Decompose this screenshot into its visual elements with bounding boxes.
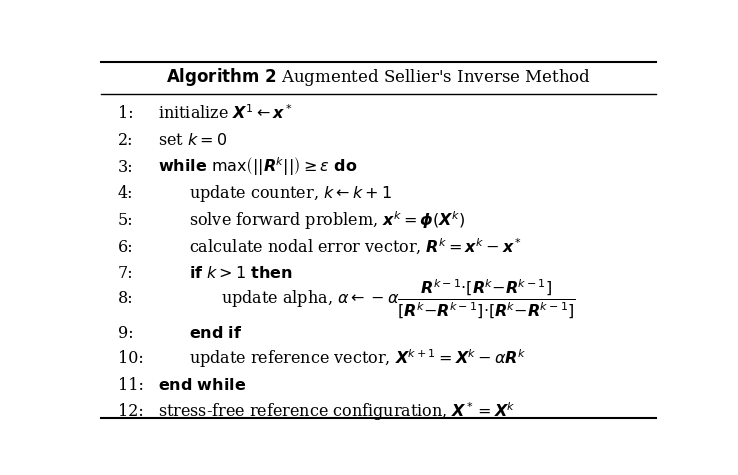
Text: update alpha, $\alpha \leftarrow -\alpha\dfrac{\boldsymbol{R}^{k-1}{\cdot}[\bold: update alpha, $\alpha \leftarrow -\alpha… bbox=[221, 277, 576, 320]
Text: 2:: 2: bbox=[118, 132, 134, 149]
Text: stress-free reference configuration, $\boldsymbol{X}^* = \boldsymbol{X}^k$: stress-free reference configuration, $\b… bbox=[158, 400, 516, 423]
Text: 8:: 8: bbox=[118, 290, 134, 307]
Text: 10:: 10: bbox=[118, 350, 144, 367]
Text: 1:: 1: bbox=[118, 105, 134, 122]
Text: initialize $\boldsymbol{X}^1 \leftarrow \boldsymbol{x}^*$: initialize $\boldsymbol{X}^1 \leftarrow … bbox=[158, 104, 292, 123]
Text: 3:: 3: bbox=[118, 159, 134, 176]
Text: $\mathbf{if}$ $k > 1$ $\mathbf{then}$: $\mathbf{if}$ $k > 1$ $\mathbf{then}$ bbox=[190, 266, 293, 283]
Text: 4:: 4: bbox=[118, 185, 134, 202]
Text: $\mathbf{end\ while}$: $\mathbf{end\ while}$ bbox=[158, 377, 246, 394]
Text: $\mathbf{while}$ $\mathrm{max}\left(||\boldsymbol{R}^k||\right) \geq \epsilon$ $: $\mathbf{while}$ $\mathrm{max}\left(||\b… bbox=[158, 156, 357, 179]
Text: $\mathbf{end\ if}$: $\mathbf{end\ if}$ bbox=[190, 325, 243, 342]
Text: 5:: 5: bbox=[118, 212, 134, 229]
Text: 6:: 6: bbox=[118, 239, 134, 256]
Text: calculate nodal error vector, $\boldsymbol{R}^k = \boldsymbol{x}^k - \boldsymbol: calculate nodal error vector, $\boldsymb… bbox=[190, 237, 523, 257]
Text: 12:: 12: bbox=[118, 403, 144, 420]
Text: set $k = 0$: set $k = 0$ bbox=[158, 132, 227, 149]
Text: solve forward problem, $\boldsymbol{x}^k = \boldsymbol{\phi}(\boldsymbol{X}^k)$: solve forward problem, $\boldsymbol{x}^k… bbox=[190, 209, 466, 232]
Text: 11:: 11: bbox=[118, 377, 144, 394]
Text: 7:: 7: bbox=[118, 266, 134, 283]
Text: update reference vector, $\boldsymbol{X}^{k+1} = \boldsymbol{X}^k - \alpha\bolds: update reference vector, $\boldsymbol{X}… bbox=[190, 347, 526, 370]
Text: $\mathbf{Algorithm\ 2}$ Augmented Sellier's Inverse Method: $\mathbf{Algorithm\ 2}$ Augmented Sellie… bbox=[165, 66, 591, 88]
Text: update counter, $k \leftarrow k + 1$: update counter, $k \leftarrow k + 1$ bbox=[190, 183, 393, 204]
Text: 9:: 9: bbox=[118, 325, 134, 342]
